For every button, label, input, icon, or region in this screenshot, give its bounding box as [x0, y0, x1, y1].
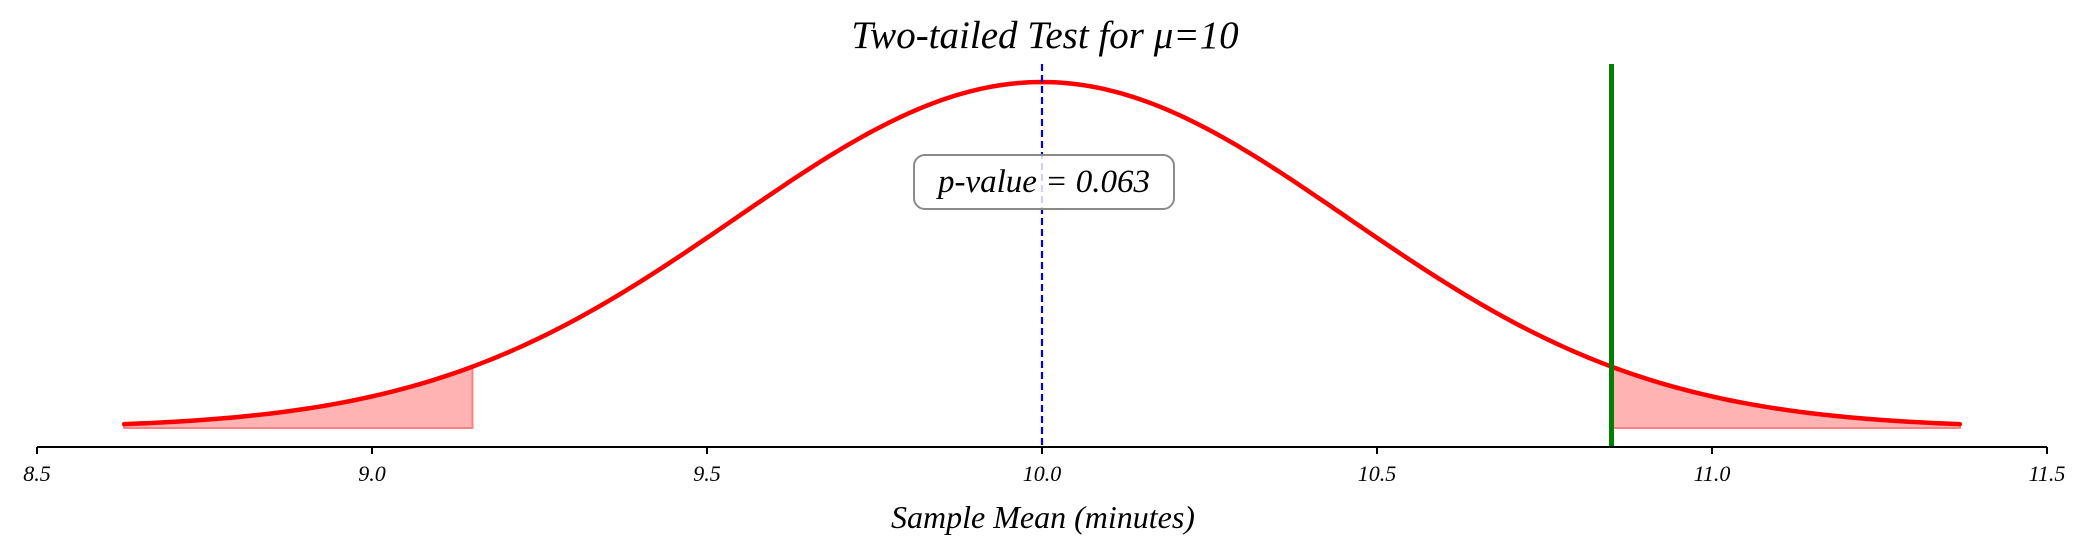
annotation-box [913, 154, 1175, 210]
p-value-text: p-value = 0.063 [936, 164, 1150, 200]
x-axis-label: Sample Mean (minutes) [891, 499, 1195, 535]
x-tick-label: 11.0 [1694, 461, 1731, 486]
x-tick-label: 9.0 [358, 461, 386, 486]
x-tick-label: 8.5 [23, 461, 51, 486]
x-tick-label: 10.0 [1023, 461, 1062, 486]
chart-title: Two-tailed Test for μ=10 [851, 14, 1238, 57]
plot-area: p-value = 0.063 [121, 64, 1963, 447]
p-value-annotation: p-value = 0.063 [913, 154, 1175, 210]
x-axis: 8.5 9.0 9.5 10.0 10.5 11.0 11.5 [23, 446, 2066, 486]
x-tick-label: 10.5 [1358, 461, 1397, 486]
x-tick-label: 11.5 [2029, 461, 2066, 486]
x-tick-label: 9.5 [693, 461, 721, 486]
